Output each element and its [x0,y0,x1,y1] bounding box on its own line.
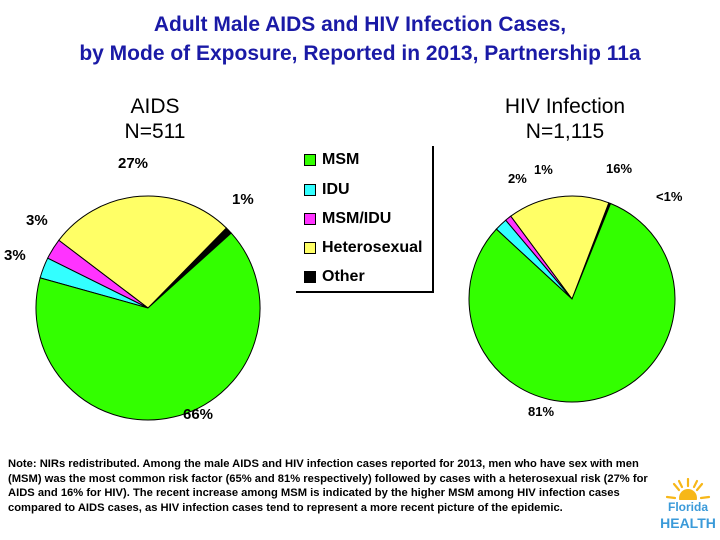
legend-item-heterosexual: Heterosexual [304,238,423,258]
legend-item-msm: MSM [304,150,359,170]
hiv-slice-heterosexual [510,195,610,301]
aids-label-heterosexual: 27% [118,155,149,172]
hiv-label-msm: 81% [528,404,555,419]
svg-text:HEALTH: HEALTH [660,515,716,531]
hiv-label-idu: 2% [508,171,527,186]
footnote: Note: NIRs redistributed. Among the male… [8,458,648,514]
hiv-slice-msm [468,202,676,403]
svg-text:Florida: Florida [668,500,708,514]
chart-legend: MSM IDU MSM/IDU Heterosexual Other [296,146,434,293]
aids-label-msm: 66% [183,406,214,423]
hiv-label-other: <1% [656,189,683,204]
aids-label-idu: 3% [4,247,26,264]
aids-slice-heterosexual [58,195,228,309]
legend-swatch-msm-idu [304,213,316,225]
legend-item-idu: IDU [304,180,350,200]
hiv-label-msm-idu: 1% [534,162,553,177]
florida-health-logo: Florida HEALTH [660,478,716,531]
aids-label-msm-idu: 3% [26,212,48,229]
hiv-pie-title: HIV Infection N=1,115 [504,95,626,143]
legend-swatch-heterosexual [304,242,316,254]
legend-item-other: Other [304,267,365,287]
legend-item-msm-idu: MSM/IDU [304,209,391,229]
legend-swatch-idu [304,184,316,196]
hiv-pie [468,195,676,403]
chart-title: Adult Male AIDS and HIV Infection Cases,… [0,10,720,68]
legend-swatch-other [304,271,316,283]
chart-title-line2: by Mode of Exposure, Reported in 2013, P… [79,42,641,65]
aids-pie [35,195,261,421]
legend-swatch-msm [304,154,316,166]
aids-pie-title: AIDS N=511 [124,95,186,143]
aids-label-other: 1% [232,191,254,208]
chart-title-line1: Adult Male AIDS and HIV Infection Cases, [153,13,567,36]
hiv-label-heterosexual: 16% [606,161,633,176]
aids-slice-msm [35,232,261,421]
